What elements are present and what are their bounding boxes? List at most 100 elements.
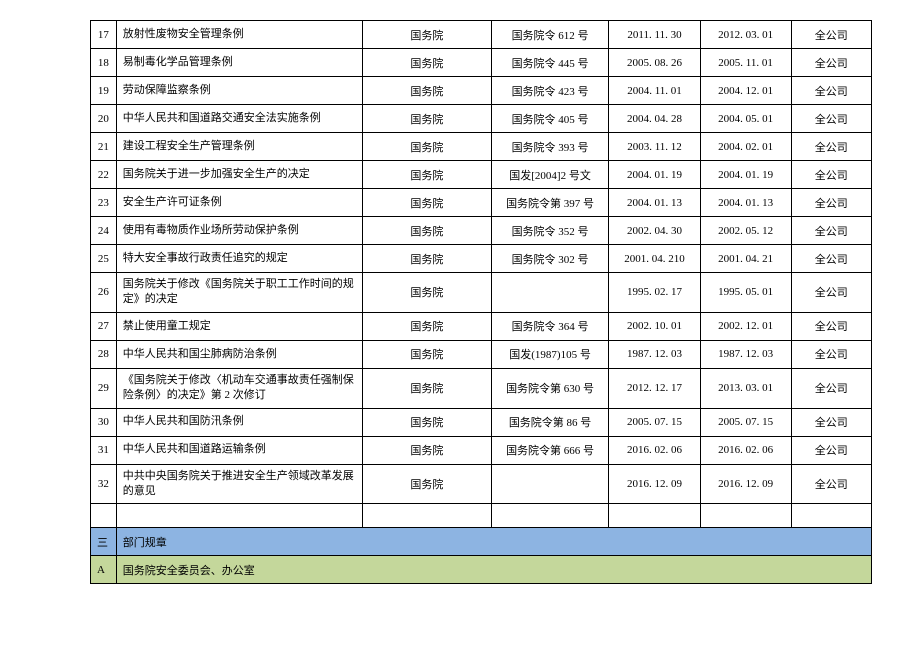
effective-date: 2004. 01. 19 bbox=[700, 161, 791, 189]
scope: 全公司 bbox=[791, 105, 871, 133]
table-row: 20 中华人民共和国道路交通安全法实施条例 国务院 国务院令 405 号 200… bbox=[91, 105, 872, 133]
effective-date: 2004. 01. 13 bbox=[700, 189, 791, 217]
regulation-title: 国务院关于进一步加强安全生产的决定 bbox=[116, 161, 362, 189]
issue-date: 2016. 12. 09 bbox=[609, 464, 700, 504]
scope: 全公司 bbox=[791, 133, 871, 161]
issue-date: 2016. 02. 06 bbox=[609, 436, 700, 464]
table-row: 28 中华人民共和国尘肺病防治条例 国务院 国发(1987)105 号 1987… bbox=[91, 340, 872, 368]
regulation-title: 特大安全事故行政责任追究的规定 bbox=[116, 245, 362, 273]
regulation-title: 使用有毒物质作业场所劳动保护条例 bbox=[116, 217, 362, 245]
table-row: 23 安全生产许可证条例 国务院 国务院令第 397 号 2004. 01. 1… bbox=[91, 189, 872, 217]
regulation-title: 中华人民共和国道路交通安全法实施条例 bbox=[116, 105, 362, 133]
regulation-title: 中华人民共和国尘肺病防治条例 bbox=[116, 340, 362, 368]
effective-date: 1995. 05. 01 bbox=[700, 273, 791, 313]
issuer: 国务院 bbox=[363, 133, 492, 161]
issuer: 国务院 bbox=[363, 368, 492, 408]
issue-date: 2004. 04. 28 bbox=[609, 105, 700, 133]
issuer: 国务院 bbox=[363, 464, 492, 504]
table-row: 26 国务院关于修改《国务院关于职工工作时间的规定》的决定 国务院 1995. … bbox=[91, 273, 872, 313]
issuer: 国务院 bbox=[363, 340, 492, 368]
row-number: 24 bbox=[91, 217, 117, 245]
table-row: 18 易制毒化学品管理条例 国务院 国务院令 445 号 2005. 08. 2… bbox=[91, 49, 872, 77]
effective-date: 2012. 03. 01 bbox=[700, 21, 791, 49]
regulation-title: 中华人民共和国道路运输条例 bbox=[116, 436, 362, 464]
row-number: 32 bbox=[91, 464, 117, 504]
issuer: 国务院 bbox=[363, 21, 492, 49]
effective-date: 2016. 02. 06 bbox=[700, 436, 791, 464]
scope: 全公司 bbox=[791, 436, 871, 464]
issue-date: 2004. 01. 19 bbox=[609, 161, 700, 189]
document-number: 国务院令 302 号 bbox=[491, 245, 609, 273]
regulation-title: 建设工程安全生产管理条例 bbox=[116, 133, 362, 161]
row-number: 31 bbox=[91, 436, 117, 464]
document-number: 国发(1987)105 号 bbox=[491, 340, 609, 368]
document-number bbox=[491, 273, 609, 313]
row-number: 21 bbox=[91, 133, 117, 161]
issuer: 国务院 bbox=[363, 245, 492, 273]
regulation-title: 《国务院关于修改〈机动车交通事故责任强制保险条例〉的决定》第 2 次修订 bbox=[116, 368, 362, 408]
table-row: 30 中华人民共和国防汛条例 国务院 国务院令第 86 号 2005. 07. … bbox=[91, 408, 872, 436]
regulation-title: 国务院关于修改《国务院关于职工工作时间的规定》的决定 bbox=[116, 273, 362, 313]
issue-date: 1995. 02. 17 bbox=[609, 273, 700, 313]
table-row: 21 建设工程安全生产管理条例 国务院 国务院令 393 号 2003. 11.… bbox=[91, 133, 872, 161]
section-number: A bbox=[91, 556, 117, 584]
issuer: 国务院 bbox=[363, 189, 492, 217]
document-number: 国务院令第 666 号 bbox=[491, 436, 609, 464]
row-number: 28 bbox=[91, 340, 117, 368]
row-number: 17 bbox=[91, 21, 117, 49]
document-number: 国务院令 612 号 bbox=[491, 21, 609, 49]
document-number: 国务院令第 397 号 bbox=[491, 189, 609, 217]
table-row: 32 中共中央国务院关于推进安全生产领域改革发展的意见 国务院 2016. 12… bbox=[91, 464, 872, 504]
document-number: 国务院令 423 号 bbox=[491, 77, 609, 105]
effective-date: 2002. 12. 01 bbox=[700, 312, 791, 340]
document-number: 国务院令 352 号 bbox=[491, 217, 609, 245]
scope: 全公司 bbox=[791, 368, 871, 408]
regulation-title: 放射性废物安全管理条例 bbox=[116, 21, 362, 49]
regulation-title: 中共中央国务院关于推进安全生产领域改革发展的意见 bbox=[116, 464, 362, 504]
effective-date: 2004. 02. 01 bbox=[700, 133, 791, 161]
issuer: 国务院 bbox=[363, 273, 492, 313]
scope: 全公司 bbox=[791, 217, 871, 245]
issue-date: 2002. 10. 01 bbox=[609, 312, 700, 340]
row-number: 19 bbox=[91, 77, 117, 105]
scope: 全公司 bbox=[791, 77, 871, 105]
scope: 全公司 bbox=[791, 245, 871, 273]
spacer-row bbox=[91, 504, 872, 528]
row-number: 20 bbox=[91, 105, 117, 133]
table-row: 24 使用有毒物质作业场所劳动保护条例 国务院 国务院令 352 号 2002.… bbox=[91, 217, 872, 245]
regulation-title: 禁止使用童工规定 bbox=[116, 312, 362, 340]
document-number: 国务院令 405 号 bbox=[491, 105, 609, 133]
effective-date: 2005. 11. 01 bbox=[700, 49, 791, 77]
section-number: 三 bbox=[91, 528, 117, 556]
row-number: 30 bbox=[91, 408, 117, 436]
effective-date: 2013. 03. 01 bbox=[700, 368, 791, 408]
table-row: 17 放射性废物安全管理条例 国务院 国务院令 612 号 2011. 11. … bbox=[91, 21, 872, 49]
issuer: 国务院 bbox=[363, 77, 492, 105]
table-row: 22 国务院关于进一步加强安全生产的决定 国务院 国发[2004]2 号文 20… bbox=[91, 161, 872, 189]
regulation-title: 中华人民共和国防汛条例 bbox=[116, 408, 362, 436]
row-number: 18 bbox=[91, 49, 117, 77]
issuer: 国务院 bbox=[363, 49, 492, 77]
scope: 全公司 bbox=[791, 21, 871, 49]
regulation-title: 易制毒化学品管理条例 bbox=[116, 49, 362, 77]
row-number: 29 bbox=[91, 368, 117, 408]
issue-date: 2011. 11. 30 bbox=[609, 21, 700, 49]
section-title: 国务院安全委员会、办公室 bbox=[116, 556, 871, 584]
row-number: 26 bbox=[91, 273, 117, 313]
document-number: 国务院令第 86 号 bbox=[491, 408, 609, 436]
regulation-title: 劳动保障监察条例 bbox=[116, 77, 362, 105]
issue-date: 2005. 08. 26 bbox=[609, 49, 700, 77]
regulations-table: 17 放射性废物安全管理条例 国务院 国务院令 612 号 2011. 11. … bbox=[90, 20, 872, 584]
document-number: 国务院令 364 号 bbox=[491, 312, 609, 340]
effective-date: 2001. 04. 21 bbox=[700, 245, 791, 273]
issuer: 国务院 bbox=[363, 408, 492, 436]
row-number: 27 bbox=[91, 312, 117, 340]
effective-date: 1987. 12. 03 bbox=[700, 340, 791, 368]
row-number: 25 bbox=[91, 245, 117, 273]
scope: 全公司 bbox=[791, 49, 871, 77]
regulation-title: 安全生产许可证条例 bbox=[116, 189, 362, 217]
issuer: 国务院 bbox=[363, 217, 492, 245]
issue-date: 2012. 12. 17 bbox=[609, 368, 700, 408]
document-number: 国务院令 393 号 bbox=[491, 133, 609, 161]
section-header-green: A 国务院安全委员会、办公室 bbox=[91, 556, 872, 584]
